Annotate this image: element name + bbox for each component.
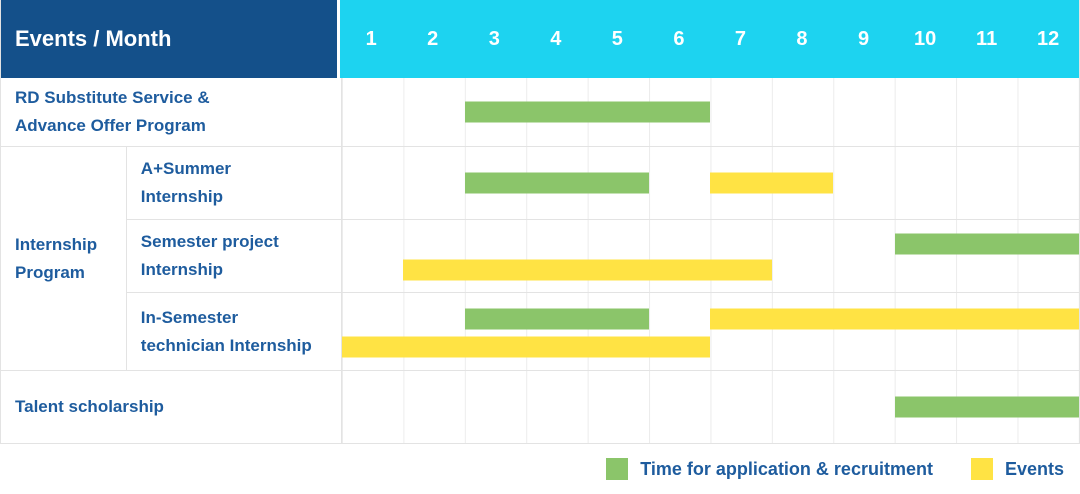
group-label-internship-program: Internship Program <box>15 234 98 282</box>
internship-program-subrows: A+Summer Internship Semester project Int… <box>125 147 1079 370</box>
internship-program-group: Internship Program A+Summer Internship S… <box>1 147 1079 371</box>
chart-cell-rd-substitute <box>341 78 1079 146</box>
green-bar-months-3-to-5 <box>464 308 649 330</box>
month-header-2: 2 <box>427 27 439 50</box>
month-header-12: 12 <box>1037 27 1060 50</box>
legend-label-events: Events <box>1004 458 1064 479</box>
chart-cell-in-semester <box>340 293 1079 370</box>
month-header-7: 7 <box>734 27 746 50</box>
yellow-bar-months-7-to-8 <box>710 172 834 194</box>
row-label-rd-substitute: RD Substitute Service & Advance Offer Pr… <box>15 88 210 135</box>
chart-cell-semester-project <box>340 220 1079 292</box>
events-month-header-cell: Events / Month <box>1 0 341 78</box>
month-header-8: 8 <box>796 27 808 50</box>
legend-swatch-application-recruitment <box>606 458 629 480</box>
legend-label-application-recruitment: Time for application & recruitment <box>640 458 933 479</box>
table-row-in-semester: In-Semester technician Internship <box>125 293 1079 370</box>
green-bar-months-3-to-6 <box>464 101 711 123</box>
month-header-6: 6 <box>673 27 685 50</box>
green-bar-months-10-to-12 <box>894 233 1079 255</box>
yellow-bar-months-2-to-7 <box>403 259 772 281</box>
month-header-4: 4 <box>550 27 562 50</box>
green-bar-months-10-to-12 <box>894 396 1079 418</box>
table-row-talent-scholarship: Talent scholarship <box>1 371 1079 443</box>
table-row-semester-project: Semester project Internship <box>125 220 1079 293</box>
legend: Time for application & recruitment Event… <box>0 444 1080 494</box>
month-header-10: 10 <box>913 27 937 50</box>
yellow-bar-months-1-to-6 <box>341 336 711 358</box>
month-header-11: 11 <box>976 27 998 50</box>
chart-cell-a-summer <box>340 147 1079 219</box>
month-header-5: 5 <box>611 27 623 50</box>
green-bar-months-3-to-5 <box>464 172 649 194</box>
chart-cell-talent-scholarship <box>341 371 1079 443</box>
month-header-3: 3 <box>488 27 500 50</box>
row-label-in-semester: In-Semester technician Internship <box>125 293 341 370</box>
row-label-talent-scholarship: Talent scholarship <box>15 397 164 417</box>
row-label-semester-project: Semester project Internship <box>125 220 341 292</box>
events-month-table: Events / Month 1 2 3 4 5 6 7 8 9 10 11 12 RD Substi… <box>0 0 1080 444</box>
month-header-1: 1 <box>365 27 377 50</box>
row-label-a-summer: A+Summer Internship <box>125 147 341 219</box>
table-row-rd-substitute: RD Substitute Service & Advance Offer Pr… <box>1 78 1079 147</box>
month-header-9: 9 <box>857 27 870 50</box>
table-header-row: Events / Month 1 2 3 4 5 6 7 8 9 10 11 12 <box>1 0 1079 78</box>
month-header-strip: 1 2 3 4 5 6 7 8 9 10 11 12 <box>340 0 1079 78</box>
yellow-bar-months-7-to-12 <box>710 308 1079 330</box>
legend-swatch-events <box>970 458 993 480</box>
table-row-a-summer: A+Summer Internship <box>125 147 1079 220</box>
